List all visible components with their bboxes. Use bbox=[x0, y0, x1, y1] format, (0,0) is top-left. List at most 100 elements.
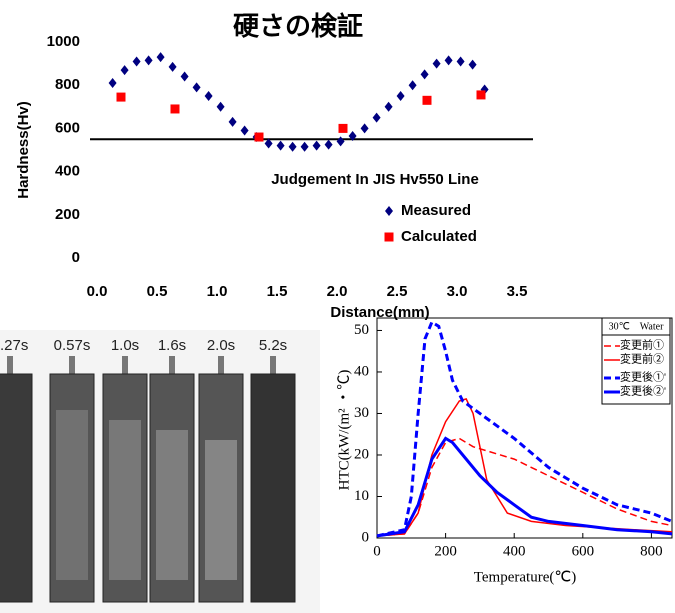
marker bbox=[288, 141, 297, 152]
y-tick-label: 0 bbox=[362, 529, 370, 545]
x-axis-label: Temperature(℃) bbox=[474, 569, 576, 585]
x-tick-label: 2.0 bbox=[327, 283, 348, 300]
marker bbox=[264, 138, 273, 149]
marker bbox=[408, 80, 417, 91]
x-tick-label: 3.0 bbox=[447, 283, 468, 300]
time-label: 2.0s bbox=[207, 337, 235, 354]
marker bbox=[204, 91, 213, 101]
x-tick-label: 0.5 bbox=[147, 283, 168, 300]
legend-label: Measured bbox=[401, 202, 471, 219]
y-tick-label: 600 bbox=[55, 119, 80, 136]
legend-label: 変更前① bbox=[620, 338, 664, 352]
line-series bbox=[376, 319, 673, 538]
marker bbox=[300, 141, 309, 152]
y-tick-label: 400 bbox=[55, 163, 80, 180]
specimen bbox=[49, 373, 95, 603]
x-tick-label: 3.5 bbox=[507, 283, 528, 300]
rod bbox=[169, 356, 175, 376]
y-tick-label: 10 bbox=[354, 488, 369, 504]
y-tick-label: 1000 bbox=[47, 33, 80, 50]
marker bbox=[432, 58, 441, 69]
line-series bbox=[376, 437, 673, 537]
x-tick-label: 0.0 bbox=[87, 283, 108, 300]
annotation: Judgement In JIS Hv550 Line bbox=[271, 171, 479, 188]
chart-title: 硬さの検証 bbox=[233, 11, 363, 41]
y-tick-label: 40 bbox=[354, 363, 369, 379]
marker bbox=[456, 56, 465, 67]
x-tick-label: 0 bbox=[373, 543, 381, 559]
marker bbox=[156, 52, 165, 63]
marker bbox=[476, 90, 486, 100]
y-tick-label: 200 bbox=[55, 206, 80, 223]
photo: 0.27s 0.57s 1.0s 1.6s 2.0s 5.2s bbox=[0, 330, 320, 613]
marker bbox=[396, 91, 405, 101]
x-tick-label: 1.0 bbox=[207, 283, 228, 300]
time-label: 1.0s bbox=[111, 337, 139, 354]
rod bbox=[69, 356, 75, 376]
line-series bbox=[376, 398, 673, 537]
marker bbox=[422, 95, 432, 105]
marker bbox=[170, 104, 180, 114]
marker bbox=[168, 61, 177, 72]
time-label: 0.57s bbox=[54, 337, 91, 354]
marker bbox=[108, 78, 117, 89]
marker bbox=[336, 136, 345, 147]
marker bbox=[180, 71, 189, 82]
rod bbox=[218, 356, 224, 376]
marker bbox=[324, 139, 333, 150]
marker bbox=[384, 101, 393, 112]
marker bbox=[192, 82, 201, 93]
marker bbox=[276, 140, 285, 151]
marker bbox=[240, 125, 249, 136]
legend-label: 変更前② bbox=[620, 352, 664, 366]
legend-label: Calculated bbox=[401, 228, 477, 245]
marker bbox=[338, 123, 348, 133]
marker bbox=[120, 65, 129, 76]
y-tick-label: 0 bbox=[72, 249, 80, 266]
legend-label: 変更後②' bbox=[620, 384, 666, 398]
y-tick-label: 50 bbox=[354, 322, 369, 338]
x-tick-label: 400 bbox=[503, 543, 526, 559]
marker bbox=[228, 116, 237, 127]
y-tick-label: 30 bbox=[354, 405, 369, 421]
marker bbox=[144, 55, 153, 66]
marker bbox=[444, 55, 453, 66]
x-tick-label: 200 bbox=[434, 543, 457, 559]
x-tick-label: 2.5 bbox=[387, 283, 408, 300]
y-axis-label: HTC(kW/(m² ・℃) bbox=[336, 370, 352, 491]
y-axis-label: Hardness(Hv) bbox=[15, 101, 32, 199]
marker bbox=[312, 140, 321, 151]
specimen bbox=[0, 373, 33, 603]
marker bbox=[254, 132, 264, 142]
x-axis-label: Distance(mm) bbox=[330, 304, 429, 321]
time-label: 1.6s bbox=[158, 337, 186, 354]
marker bbox=[468, 59, 477, 70]
rod bbox=[7, 356, 13, 376]
plot-frame bbox=[376, 317, 673, 539]
legend-box bbox=[601, 317, 671, 405]
marker bbox=[372, 112, 381, 123]
frost bbox=[205, 440, 237, 580]
marker bbox=[360, 123, 369, 134]
specimen bbox=[149, 373, 195, 603]
rod bbox=[270, 356, 276, 376]
marker bbox=[216, 101, 225, 112]
hardness-chart: 硬さの検証 Distance(mm) Hardness(Hv) Judgemen… bbox=[15, 11, 533, 321]
time-label: 0.27s bbox=[0, 337, 28, 354]
legend-label: 変更後①' bbox=[620, 370, 666, 384]
marker bbox=[132, 56, 141, 67]
marker bbox=[420, 69, 429, 80]
specimen bbox=[102, 373, 148, 603]
marker bbox=[348, 130, 357, 141]
rod bbox=[122, 356, 128, 376]
legend-marker bbox=[384, 232, 394, 242]
marker bbox=[116, 92, 126, 102]
x-tick-label: 1.5 bbox=[267, 283, 288, 300]
frost bbox=[56, 410, 88, 580]
y-tick-label: 800 bbox=[55, 76, 80, 93]
legend-title: 30℃ Water bbox=[609, 321, 665, 332]
y-tick-label: 20 bbox=[354, 446, 369, 462]
x-tick-label: 600 bbox=[572, 543, 595, 559]
specimen bbox=[250, 373, 296, 603]
